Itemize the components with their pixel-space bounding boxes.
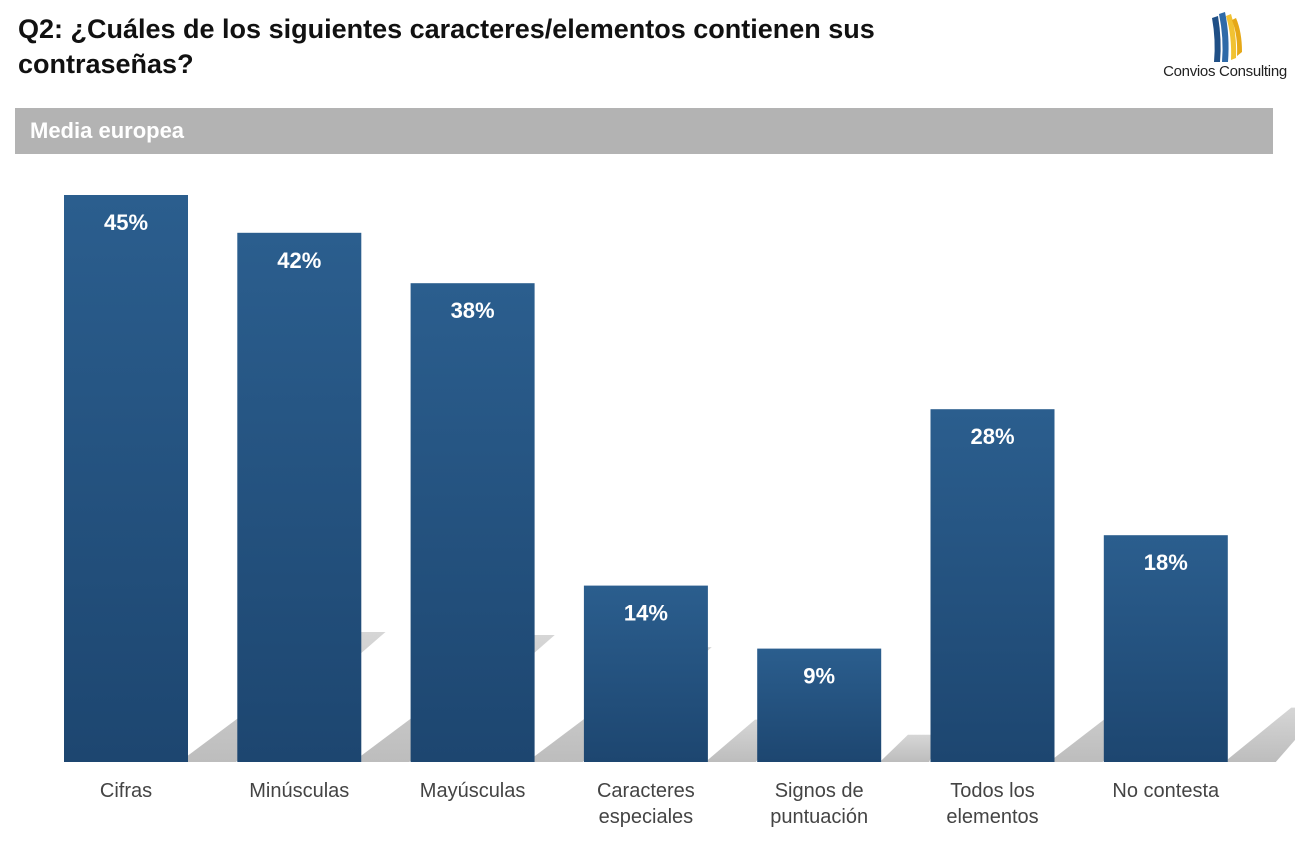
- logo: Convios Consulting: [1160, 8, 1290, 88]
- category-label-line: elementos: [946, 806, 1038, 828]
- bar-value-label: 38%: [451, 298, 495, 323]
- category-label-line: Minúsculas: [249, 780, 349, 802]
- page-title: Q2: ¿Cuáles de los siguientes caracteres…: [18, 14, 875, 79]
- category-label-line: No contesta: [1112, 780, 1220, 802]
- category-label: Minúsculas: [249, 780, 349, 802]
- bar-labels-group: 45% 42% 38% 14% 9% 28% 18%: [104, 210, 1188, 689]
- bar: [64, 195, 188, 762]
- category-label-line: puntuación: [770, 806, 868, 828]
- bar: [757, 648, 882, 762]
- bar-shadow: [881, 734, 940, 762]
- subtitle-band: Media europea: [15, 108, 1273, 154]
- bar-value-label: 42%: [277, 248, 321, 273]
- category-label-line: Mayúsculas: [420, 780, 526, 802]
- category-label: Cifras: [100, 780, 152, 802]
- bar: [930, 409, 1055, 762]
- logo-text: Convios Consulting: [1163, 63, 1287, 80]
- category-label-line: Cifras: [100, 780, 152, 802]
- bar-value-label: 9%: [803, 664, 835, 689]
- category-labels-group: Cifras Minúsculas Mayúsculas Caracteres espe…: [100, 780, 1220, 828]
- chart-subtitle: Media europea: [30, 118, 185, 143]
- bar-value-label: 45%: [104, 210, 148, 235]
- category-label: Todos los elementos: [946, 780, 1038, 828]
- category-label-line: Signos de: [775, 780, 864, 802]
- category-label: Signos de puntuación: [770, 780, 868, 828]
- category-label-line: Caracteres: [597, 780, 695, 802]
- category-label-line: especiales: [599, 806, 694, 828]
- bar-value-label: 14%: [624, 601, 668, 626]
- bar: [237, 232, 362, 763]
- bar: [583, 585, 708, 762]
- bars-group: [64, 195, 1228, 763]
- bar: [1103, 535, 1228, 762]
- convios-logo-icon: [1212, 12, 1242, 62]
- category-label: Caracteres especiales: [597, 780, 695, 828]
- category-label: No contesta: [1112, 780, 1220, 802]
- bar-value-label: 28%: [970, 424, 1014, 449]
- category-label-line: Todos los: [950, 780, 1035, 802]
- category-label: Mayúsculas: [420, 780, 526, 802]
- bar-shadow: [1227, 707, 1295, 762]
- bar: [410, 283, 535, 762]
- bar-value-label: 18%: [1144, 550, 1188, 575]
